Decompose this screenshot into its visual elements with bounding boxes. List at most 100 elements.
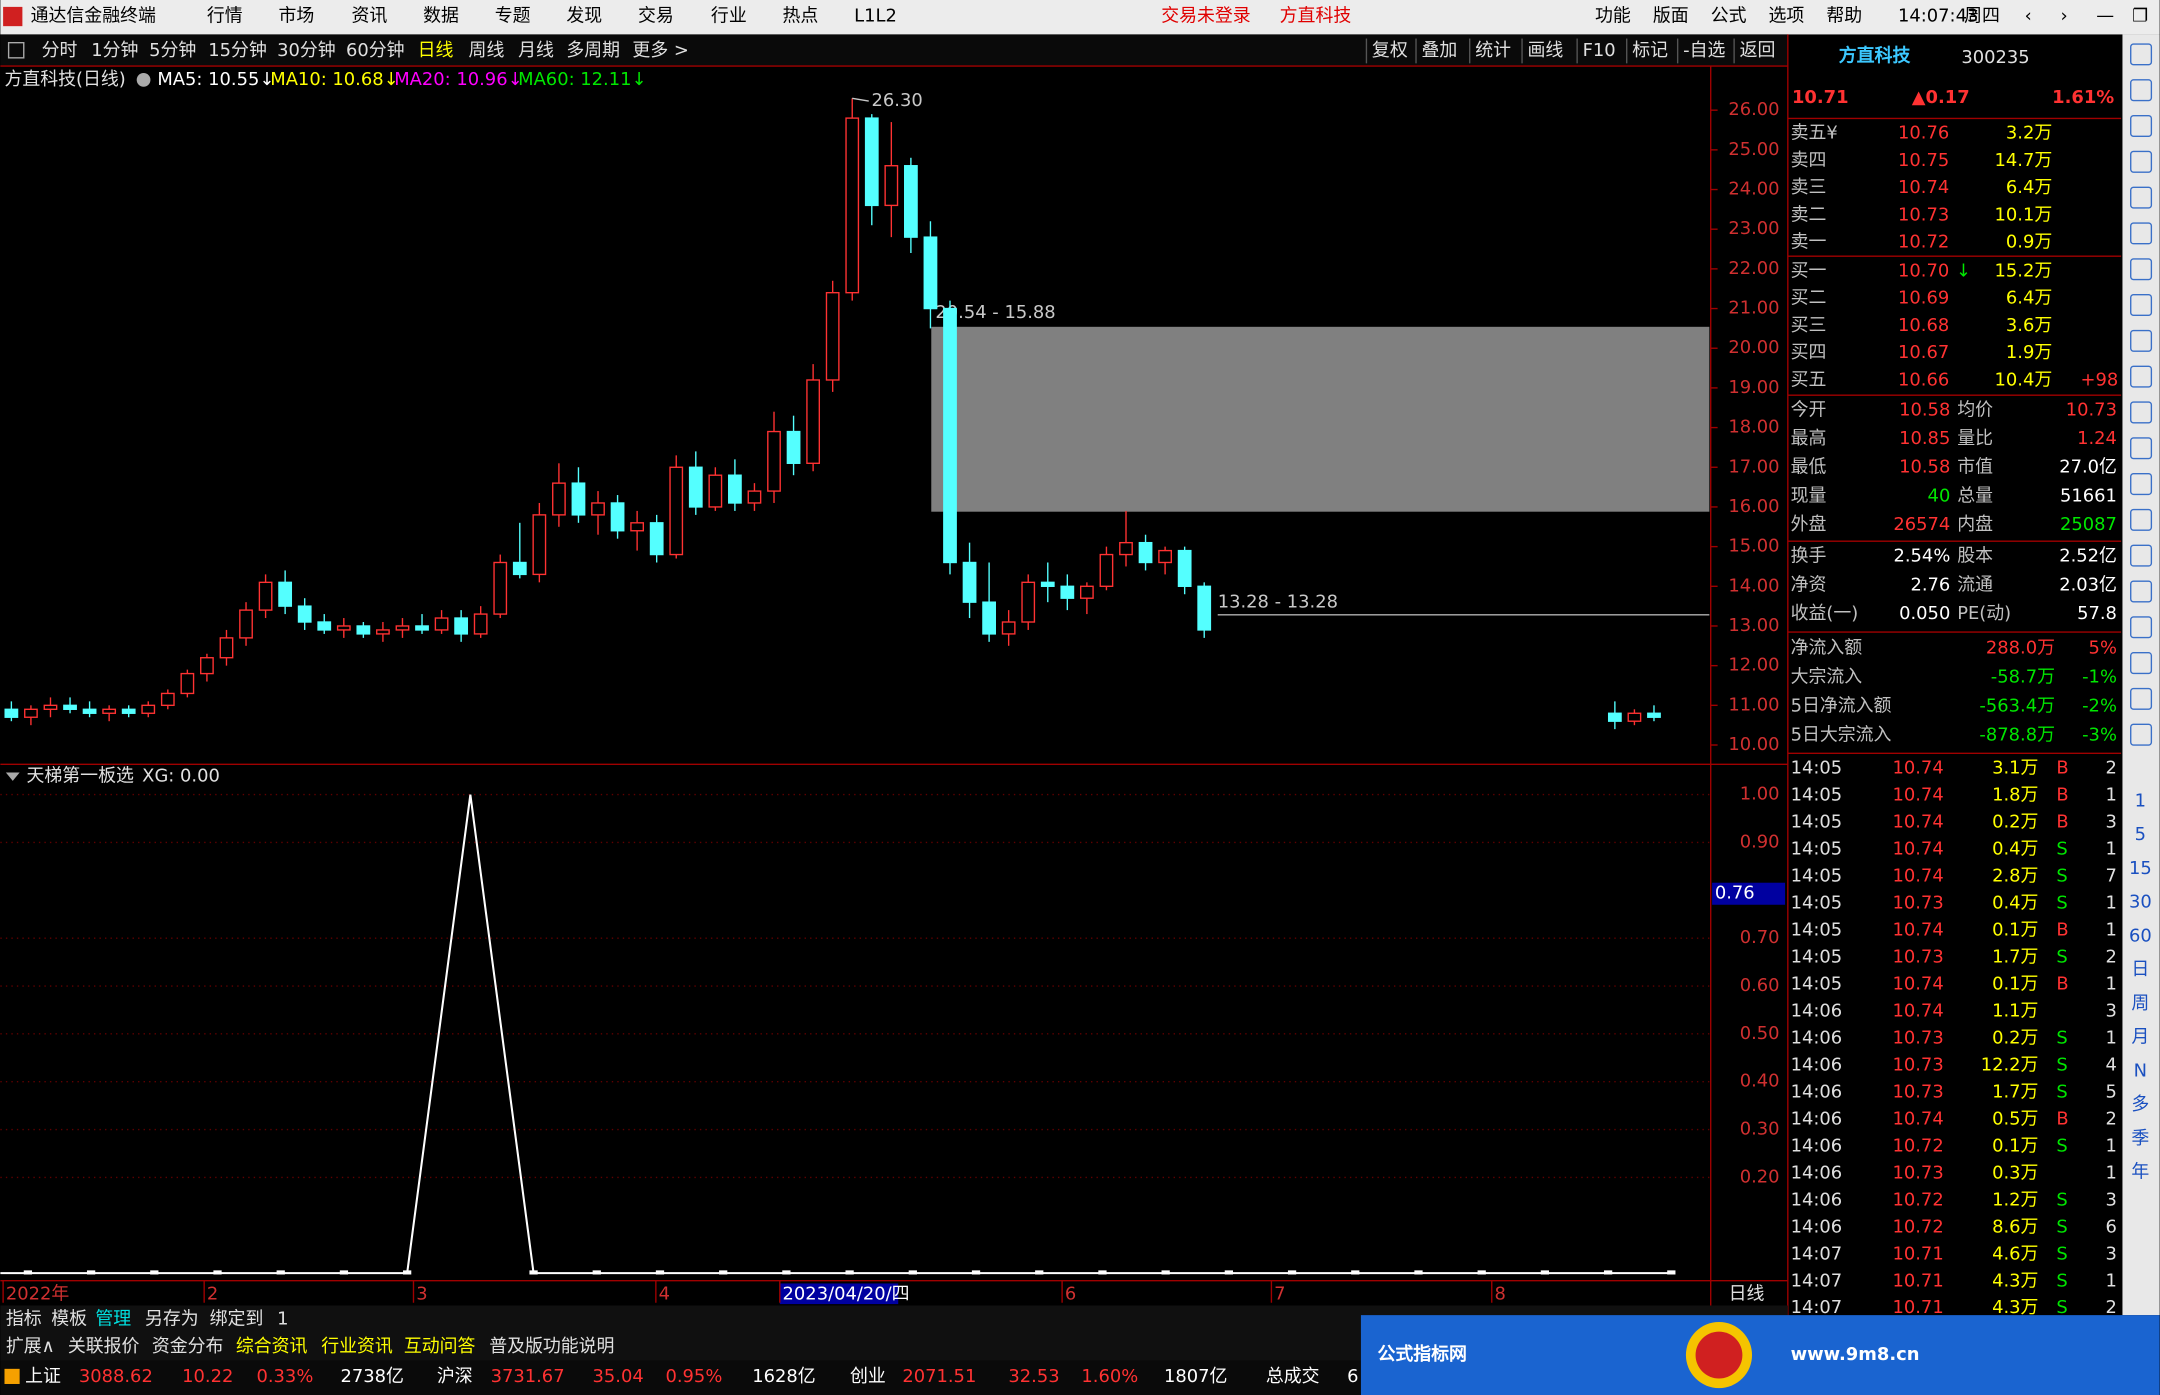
period-tab[interactable]: 30分钟 (277, 40, 336, 61)
tab[interactable]: 行业资讯 (321, 1336, 393, 1357)
side-button[interactable]: 1 (2135, 790, 2146, 811)
side-icon[interactable] (2130, 616, 2153, 639)
candle-body (180, 672, 195, 695)
side-button[interactable]: 月 (2131, 1027, 2149, 1048)
side-button[interactable]: 年 (2131, 1162, 2149, 1183)
trade-count: 1 (2106, 1135, 2117, 1156)
menu-item[interactable]: 公式 (1711, 6, 1747, 27)
tool-button[interactable]: 叠加 (1422, 40, 1458, 61)
book-volume: 0.9万 (2006, 232, 2052, 253)
trade-count: 1 (2106, 973, 2117, 994)
side-button[interactable]: 多 (2131, 1094, 2149, 1115)
collapse-icon[interactable] (5, 772, 20, 781)
side-icon[interactable] (2130, 258, 2153, 281)
y-tick-label: 23.00 (1728, 218, 1779, 239)
menu-item[interactable]: 资讯 (352, 6, 388, 27)
tab[interactable]: 互动问答 (404, 1336, 476, 1357)
side-icon[interactable] (2130, 329, 2153, 352)
tool-button[interactable]: -自选 (1683, 40, 1725, 61)
menu-item[interactable]: 帮助 (1826, 6, 1862, 27)
side-button[interactable]: 5 (2135, 824, 2146, 845)
side-icon[interactable] (2130, 43, 2153, 66)
side-icon[interactable] (2130, 222, 2153, 245)
period-tab[interactable]: 月线 (518, 40, 554, 61)
menu-item[interactable]: 热点 (783, 6, 819, 27)
tab[interactable]: 管理 (95, 1308, 131, 1329)
menu-item[interactable]: 数据 (423, 6, 459, 27)
tool-button[interactable]: 返回 (1740, 40, 1776, 61)
stock-status: 方直科技 (1280, 6, 1352, 27)
tab[interactable]: 综合资讯 (236, 1336, 308, 1357)
side-icon[interactable] (2130, 580, 2153, 603)
tab[interactable]: 资金分布 (152, 1336, 224, 1357)
side-button[interactable]: 15 (2129, 858, 2152, 879)
period-tab[interactable]: 多周期 (566, 40, 620, 61)
period-tab[interactable]: 日线 (418, 40, 454, 61)
side-icon[interactable] (2130, 401, 2153, 424)
menu-toggle[interactable] (7, 42, 25, 59)
window-button[interactable]: ❐ (2132, 6, 2148, 27)
window-button[interactable]: ‹ (2025, 6, 2032, 27)
side-icon[interactable] (2130, 294, 2153, 317)
period-tab[interactable]: 1分钟 (91, 40, 138, 61)
tab[interactable]: 模板 (51, 1308, 87, 1329)
menu-item[interactable]: 行业 (711, 6, 747, 27)
side-icon[interactable] (2130, 473, 2153, 496)
menu-item[interactable]: 选项 (1769, 6, 1805, 27)
menu-item[interactable]: 专题 (495, 6, 531, 27)
side-icon[interactable] (2130, 150, 2153, 173)
side-button[interactable]: 60 (2129, 925, 2152, 946)
menu-item[interactable]: 版面 (1653, 6, 1689, 27)
menu-item[interactable]: 交易 (638, 6, 674, 27)
settings-icon[interactable] (136, 72, 151, 87)
period-tab[interactable]: 周线 (469, 40, 505, 61)
period-tab[interactable]: 5分钟 (149, 40, 196, 61)
login-status[interactable]: 交易未登录 (1161, 6, 1251, 27)
period-tab[interactable]: 分时 (42, 40, 78, 61)
side-button[interactable]: 季 (2131, 1128, 2149, 1149)
period-tab[interactable]: 60分钟 (346, 40, 405, 61)
side-icon[interactable] (2130, 544, 2153, 567)
tool-button[interactable]: 统计 (1475, 40, 1511, 61)
book-label: 买一 (1791, 260, 1827, 281)
trade-side: S (2056, 1270, 2067, 1291)
side-icon[interactable] (2130, 652, 2153, 675)
tab[interactable]: 1 (277, 1308, 288, 1329)
side-icon[interactable] (2130, 79, 2153, 102)
tab[interactable]: 另存为 (145, 1308, 199, 1329)
side-button[interactable]: 30 (2129, 892, 2152, 913)
side-icon[interactable] (2130, 437, 2153, 460)
side-icon[interactable] (2130, 114, 2153, 138)
tool-button[interactable]: F10 (1583, 40, 1616, 61)
tab[interactable]: 普及版功能说明 (489, 1336, 614, 1357)
tool-button[interactable]: 画线 (1528, 40, 1564, 61)
period-tab[interactable]: 更多 > (632, 40, 688, 61)
status-item: 1628亿 (752, 1366, 815, 1387)
side-icon[interactable] (2130, 687, 2153, 710)
side-icon[interactable] (2130, 723, 2153, 746)
side-icon[interactable] (2130, 508, 2153, 531)
tab[interactable]: 指标 (6, 1308, 42, 1329)
tool-button[interactable]: 标记 (1632, 40, 1668, 61)
side-button[interactable]: N (2134, 1060, 2147, 1081)
candle-body (1627, 712, 1642, 722)
side-icon[interactable] (2130, 365, 2153, 388)
menu-item[interactable]: 发现 (566, 6, 602, 27)
menu-item[interactable]: 市场 (279, 6, 315, 27)
window-button[interactable]: › (2060, 6, 2067, 27)
book-price: 10.70 (1898, 260, 1949, 281)
tab[interactable]: 扩展∧ (6, 1336, 55, 1357)
tool-button[interactable]: 复权 (1372, 40, 1408, 61)
menu-item[interactable]: L1L2 (854, 6, 897, 27)
y-tick-label: 13.00 (1728, 615, 1779, 636)
tab[interactable]: 绑定到 (210, 1308, 264, 1329)
tab[interactable]: 关联报价 (68, 1336, 140, 1357)
period-tab[interactable]: 15分钟 (208, 40, 267, 61)
menu-item[interactable]: 行情 (207, 6, 243, 27)
side-button[interactable]: 周 (2131, 993, 2149, 1014)
side-icon[interactable] (2130, 186, 2153, 209)
side-button[interactable]: 日 (2131, 959, 2149, 980)
menu-item[interactable]: 功能 (1595, 6, 1631, 27)
window-button[interactable]: — (2096, 6, 2114, 27)
trade-count: 1 (2106, 838, 2117, 859)
